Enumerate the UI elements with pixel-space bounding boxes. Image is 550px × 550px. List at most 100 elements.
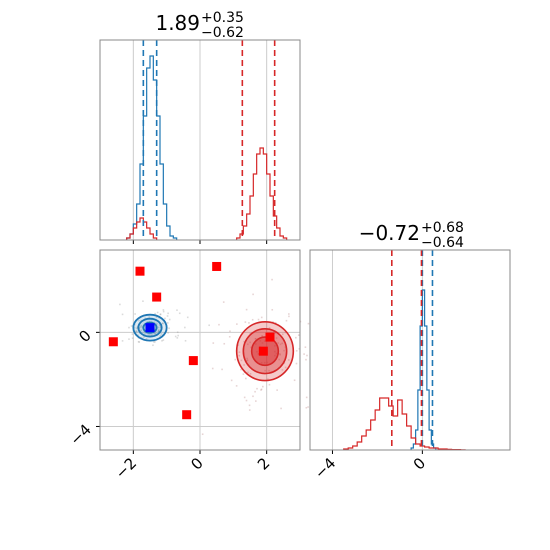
sample-point <box>130 325 133 327</box>
sample-point <box>257 353 260 355</box>
sample-point <box>260 389 262 391</box>
sample-point <box>176 309 178 311</box>
sample-point <box>295 336 297 339</box>
title-value: −0.72 <box>359 221 420 245</box>
title-value: 1.89 <box>155 11 200 35</box>
sample-point <box>254 390 256 393</box>
sample-point <box>293 379 296 382</box>
sample-point <box>176 331 179 334</box>
sample-point <box>274 354 276 357</box>
sample-point <box>276 389 278 391</box>
sample-point <box>274 345 276 347</box>
red-marker <box>265 332 275 342</box>
sample-point <box>238 351 241 353</box>
sample-point <box>295 350 298 352</box>
sample-point <box>154 341 156 343</box>
sample-point <box>208 324 210 327</box>
sample-point <box>263 340 266 342</box>
title-plus: +0.35 <box>201 10 244 26</box>
sample-point <box>153 341 155 343</box>
sample-point <box>160 333 163 335</box>
sample-point <box>140 329 142 332</box>
sample-point <box>131 337 134 339</box>
sample-point <box>281 342 283 345</box>
sample-point <box>162 322 164 325</box>
sample-point <box>255 343 257 345</box>
sample-point <box>166 322 169 324</box>
sample-point <box>278 353 281 355</box>
sample-point <box>145 338 148 340</box>
sample-point <box>147 334 150 337</box>
sample-point <box>137 334 139 337</box>
x-tick-label: −2 <box>112 454 140 482</box>
sample-point <box>150 334 153 337</box>
sample-point <box>212 342 215 344</box>
sample-point <box>264 369 266 372</box>
histogram-red-1 <box>126 217 158 240</box>
marginal-y-title: −0.72 +0.68 −0.64 <box>359 220 464 251</box>
sample-point <box>254 337 257 340</box>
sample-point <box>155 316 158 319</box>
sample-point <box>245 308 248 311</box>
sample-point <box>157 326 160 329</box>
marginal-x-title: 1.89 +0.35 −0.62 <box>155 10 243 41</box>
sample-point <box>254 338 257 340</box>
sample-point <box>284 331 287 334</box>
sample-point <box>135 330 137 332</box>
sample-point <box>154 333 156 335</box>
sample-point <box>237 344 240 347</box>
sample-point <box>133 326 136 329</box>
sample-point <box>156 311 159 314</box>
sample-point <box>261 385 264 388</box>
sample-point <box>154 332 156 335</box>
sample-point <box>121 340 124 342</box>
sample-point <box>145 332 148 334</box>
sample-point <box>256 350 258 353</box>
sample-point <box>158 329 160 331</box>
sample-point <box>282 333 284 336</box>
y-tick-label: −4 <box>66 421 94 449</box>
sample-point <box>271 278 273 281</box>
sample-point <box>223 342 226 345</box>
sample-point <box>244 321 247 323</box>
sample-point <box>278 358 280 361</box>
sample-point <box>261 342 264 344</box>
sample-point <box>229 330 231 333</box>
sample-point <box>298 347 301 350</box>
sample-point <box>138 341 141 343</box>
blue-marker <box>145 323 155 333</box>
sample-point <box>243 364 245 366</box>
sample-point <box>307 322 310 325</box>
sample-point <box>139 326 142 328</box>
sample-point <box>249 341 252 344</box>
red-marker <box>258 346 268 356</box>
sample-point <box>285 319 288 322</box>
sample-point <box>144 333 146 336</box>
sample-point <box>246 343 249 346</box>
sample-point <box>281 369 284 371</box>
title-minus: −0.64 <box>421 235 464 251</box>
sample-point <box>288 315 290 318</box>
sample-point <box>297 334 300 336</box>
sample-point <box>137 340 140 343</box>
sample-point <box>230 379 233 382</box>
sample-point <box>305 406 308 409</box>
sample-point <box>174 335 177 338</box>
sample-point <box>176 337 179 339</box>
sample-point <box>307 406 309 408</box>
sample-point <box>251 318 254 321</box>
sample-point <box>305 396 308 399</box>
sample-point <box>257 353 260 355</box>
sample-point <box>266 361 269 364</box>
sample-point <box>306 354 308 357</box>
x-tick-label: 2 <box>254 454 273 473</box>
sample-point <box>131 333 134 335</box>
sample-point <box>222 301 225 303</box>
sample-point <box>177 334 179 337</box>
sample-point <box>263 361 266 364</box>
sample-point <box>259 340 262 342</box>
sample-point <box>144 317 146 320</box>
sample-point <box>157 331 160 333</box>
sample-point <box>275 352 278 355</box>
sample-point <box>159 313 162 315</box>
